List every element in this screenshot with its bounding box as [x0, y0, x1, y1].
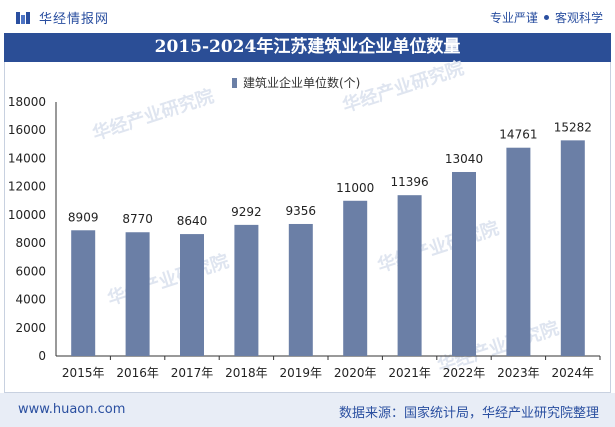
chart-title: 2015-2024年江苏建筑业企业单位数量	[4, 33, 611, 62]
y-tick-label: 0	[38, 349, 46, 363]
tagline-dot-icon	[543, 15, 549, 20]
bar	[71, 230, 96, 356]
tagline-right: 客观科学	[554, 11, 603, 25]
bar	[397, 195, 422, 356]
watermark-text: 华经产业研究院	[105, 250, 232, 310]
data-label: 13040	[445, 152, 483, 166]
top-bar: 华经情报网 专业严谨 客观科学	[0, 0, 615, 36]
chart-frame	[4, 62, 611, 393]
x-tick-label: 2020年	[334, 366, 377, 380]
watermark-text: 华经产业研究院	[90, 85, 217, 145]
x-tick-label: 2023年	[497, 366, 540, 380]
x-tick-label: 2024年	[552, 366, 595, 380]
tagline-left: 专业严谨	[489, 11, 538, 25]
brand-name: 华经情报网	[39, 12, 110, 27]
data-label: 9292	[231, 205, 262, 219]
y-tick-label: 12000	[8, 180, 46, 194]
footer: www.huaon.com 数据来源：国家统计局，华经产业研究院整理	[0, 393, 615, 427]
y-tick-label: 18000	[8, 95, 46, 109]
bar	[506, 147, 531, 356]
data-source: 数据来源：国家统计局，华经产业研究院整理	[338, 406, 599, 421]
x-tick-label: 2018年	[225, 366, 268, 380]
bar	[125, 232, 150, 356]
data-label: 8640	[177, 214, 208, 228]
legend-swatch	[232, 78, 237, 88]
x-tick-label: 2015年	[62, 366, 105, 380]
y-tick-label: 10000	[8, 208, 46, 222]
data-label: 11000	[336, 181, 374, 195]
bar	[560, 140, 585, 356]
data-label: 8909	[68, 210, 99, 224]
y-tick-label: 6000	[15, 264, 46, 278]
bar	[180, 234, 204, 356]
x-tick-label: 2021年	[388, 366, 431, 380]
bar-chart: 华经产业研究院 华经产业研究院华经产业研究院华经产业研究院华经产业研究院建筑业企业…	[8, 57, 601, 380]
bar	[452, 171, 476, 356]
logo-icon	[16, 12, 30, 24]
data-label: 14761	[499, 128, 537, 142]
watermark-text: 华经产业研究院	[375, 217, 502, 277]
data-label: 8770	[122, 212, 153, 226]
tagline: 专业严谨 客观科学	[490, 9, 603, 26]
x-tick-label: 2016年	[116, 366, 159, 380]
data-label: 11396	[391, 175, 429, 189]
site-url[interactable]: www.huaon.com	[18, 402, 126, 417]
x-tick-label: 2017年	[171, 366, 214, 380]
x-tick-label: 2019年	[280, 366, 323, 380]
bar	[343, 200, 368, 356]
data-label: 15282	[554, 120, 592, 134]
y-tick-label: 14000	[8, 151, 46, 165]
data-label: 9356	[286, 204, 317, 218]
bar	[234, 224, 259, 356]
y-tick-label: 2000	[15, 321, 46, 335]
y-tick-label: 8000	[15, 236, 46, 250]
y-tick-label: 4000	[15, 293, 46, 307]
y-tick-label: 16000	[8, 123, 46, 137]
bar	[288, 223, 313, 356]
x-tick-label: 2022年	[443, 366, 486, 380]
legend-label: 建筑业企业单位数(个)	[243, 75, 360, 90]
